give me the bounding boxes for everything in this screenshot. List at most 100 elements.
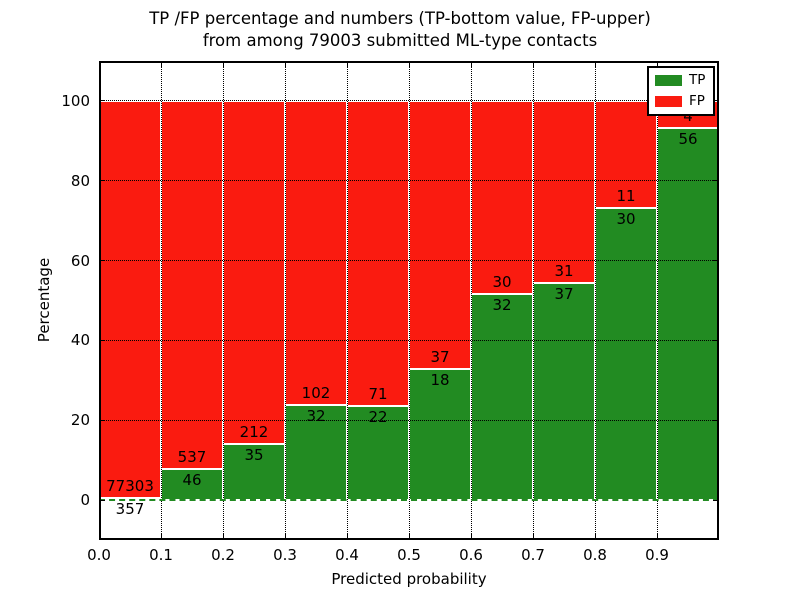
- x-tick-mark: [346, 534, 348, 540]
- fp-count-label: 77303: [106, 477, 154, 496]
- y-tick-label: 0: [80, 491, 90, 510]
- x-tick-label: 0.7: [521, 546, 545, 564]
- chart-title: TP /FP percentage and numbers (TP-bottom…: [70, 8, 730, 52]
- gridline-y: [99, 339, 719, 341]
- x-tick-mark: [160, 61, 162, 67]
- y-tick-mark: [713, 419, 719, 421]
- y-tick-label: 80: [70, 171, 90, 190]
- legend-swatch-fp-icon: [655, 95, 682, 107]
- tp-count-label: 35: [244, 445, 264, 464]
- x-tick-label: 0.3: [273, 546, 297, 564]
- x-tick-label: 0.6: [459, 546, 483, 564]
- tp-bar: [471, 294, 533, 501]
- x-tick-label: 0.2: [211, 546, 235, 564]
- y-tick-mark: [713, 100, 719, 102]
- fp-bar: [471, 100, 533, 295]
- x-tick-mark: [532, 61, 534, 67]
- y-tick-mark: [713, 499, 719, 501]
- x-tick-mark: [222, 534, 224, 540]
- x-tick-label: 0.1: [149, 546, 173, 564]
- gridline-y: [99, 180, 719, 182]
- legend-entry-fp: FP: [655, 92, 707, 109]
- x-tick-mark: [284, 61, 286, 67]
- x-tick-mark: [222, 61, 224, 67]
- x-axis-label: Predicted probability: [331, 570, 487, 588]
- x-tick-mark: [98, 534, 100, 540]
- gridline-x: [160, 61, 162, 540]
- fp-bar: [285, 100, 347, 405]
- fp-bar: [99, 100, 161, 499]
- y-tick-label: 40: [70, 331, 90, 350]
- x-tick-mark: [594, 61, 596, 67]
- y-tick-mark: [713, 260, 719, 262]
- tp-count-label: 56: [678, 129, 698, 148]
- tp-count-label: 18: [430, 371, 450, 390]
- gridline-x: [656, 61, 658, 540]
- fp-bar: [347, 100, 409, 406]
- gridline-x: [470, 61, 472, 540]
- x-tick-mark: [408, 61, 410, 67]
- plot-area: 77303 357 537 46 212 35 102 32 71 22 37 18 30 32 31 37 1…: [98, 61, 719, 540]
- tp-bar: [657, 127, 719, 501]
- tp-count-label: 22: [368, 407, 388, 426]
- gridline-x: [408, 61, 410, 540]
- tp-count-label: 37: [554, 284, 574, 303]
- fp-bar: [533, 100, 595, 283]
- chart-title-line2: from among 79003 submitted ML-type conta…: [202, 31, 598, 50]
- fp-bar: [161, 100, 223, 469]
- tp-bar: [533, 282, 595, 501]
- y-tick-mark: [99, 180, 105, 182]
- gridline-y: [99, 419, 719, 421]
- x-tick-mark: [656, 534, 658, 540]
- fp-count-label: 537: [177, 447, 207, 466]
- gridline-x: [222, 61, 224, 540]
- legend-label-fp: FP: [689, 92, 705, 109]
- x-tick-label: 0.5: [397, 546, 421, 564]
- chart-title-line1: TP /FP percentage and numbers (TP-bottom…: [149, 9, 651, 28]
- fp-count-label: 30: [492, 273, 512, 292]
- fp-bar: [409, 100, 471, 370]
- gridline-x: [594, 61, 596, 540]
- tp-count-label: 32: [306, 406, 326, 425]
- fp-count-label: 212: [239, 422, 269, 441]
- y-tick-mark: [99, 260, 105, 262]
- x-tick-mark: [98, 61, 100, 67]
- gridline-x: [532, 61, 534, 540]
- fp-bar: [595, 100, 657, 208]
- y-tick-mark: [99, 419, 105, 421]
- fp-count-label: 31: [554, 261, 574, 280]
- legend-label-tp: TP: [689, 72, 706, 88]
- x-tick-mark: [470, 534, 472, 540]
- x-tick-mark: [160, 534, 162, 540]
- x-tick-mark: [408, 534, 410, 540]
- legend: TP FP: [647, 66, 715, 116]
- gridline-x: [284, 61, 286, 540]
- x-tick-mark: [284, 534, 286, 540]
- fp-count-label: 11: [616, 187, 636, 205]
- fp-count-label: 71: [368, 384, 388, 403]
- zero-line: [99, 499, 719, 502]
- x-tick-mark: [470, 61, 472, 67]
- x-tick-mark: [532, 534, 534, 540]
- legend-entry-tp: TP: [655, 72, 707, 88]
- fp-count-label: 102: [301, 383, 331, 402]
- gridline-y: [99, 260, 719, 262]
- y-tick-mark: [99, 499, 105, 501]
- x-tick-mark: [346, 61, 348, 67]
- y-tick-mark: [713, 180, 719, 182]
- gridline-y: [99, 100, 719, 102]
- y-tick-label: 20: [70, 411, 90, 430]
- x-tick-label: 0.4: [335, 546, 359, 564]
- fp-count-label: 37: [430, 348, 450, 367]
- x-tick-label: 0.0: [87, 546, 111, 564]
- x-tick-mark: [656, 61, 658, 67]
- y-axis-label: Percentage: [35, 257, 53, 343]
- tp-bar: [595, 208, 657, 501]
- x-tick-label: 0.8: [583, 546, 607, 564]
- legend-swatch-tp-icon: [655, 75, 682, 87]
- tp-count-label: 357: [115, 500, 145, 519]
- tp-count-label: 30: [616, 210, 636, 228]
- x-tick-mark: [594, 534, 596, 540]
- y-tick-mark: [713, 339, 719, 341]
